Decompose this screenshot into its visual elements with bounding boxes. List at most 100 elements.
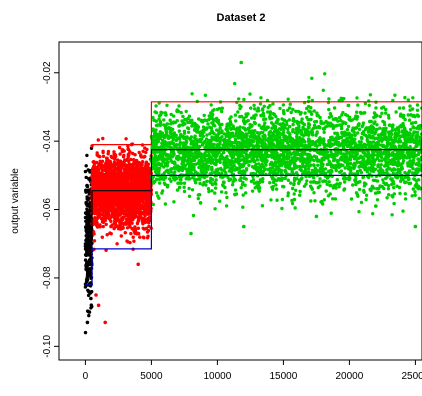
data-point xyxy=(108,193,112,197)
data-point xyxy=(107,160,111,165)
data-point xyxy=(105,156,109,161)
data-point xyxy=(178,141,182,146)
data-point xyxy=(106,173,110,177)
data-point xyxy=(145,208,150,212)
data-point xyxy=(261,169,265,174)
data-point xyxy=(266,125,270,130)
data-point xyxy=(124,178,128,182)
data-point xyxy=(182,185,186,189)
data-point xyxy=(249,116,254,120)
data-point xyxy=(135,169,139,173)
data-point xyxy=(93,216,97,220)
data-point xyxy=(119,165,124,170)
data-point xyxy=(85,183,89,188)
data-point xyxy=(351,183,355,187)
data-point xyxy=(296,137,301,141)
data-point xyxy=(344,160,348,164)
data-point xyxy=(91,167,95,171)
data-point xyxy=(115,213,120,217)
data-point xyxy=(255,184,259,188)
data-point xyxy=(126,147,131,152)
data-point xyxy=(171,137,176,142)
data-point xyxy=(111,176,116,181)
data-point xyxy=(276,155,280,159)
data-point xyxy=(96,138,101,142)
data-point xyxy=(115,242,119,246)
data-point xyxy=(141,149,145,153)
data-point xyxy=(160,189,165,193)
data-point xyxy=(92,190,96,195)
data-point xyxy=(411,187,415,191)
data-point xyxy=(331,126,335,131)
data-point xyxy=(182,181,187,185)
data-point xyxy=(217,106,222,111)
data-point xyxy=(98,155,102,159)
data-point xyxy=(147,224,151,229)
data-point xyxy=(97,162,101,166)
data-point xyxy=(193,134,197,138)
data-point xyxy=(406,113,410,117)
data-point xyxy=(403,192,407,196)
data-point xyxy=(409,127,413,132)
data-point xyxy=(259,167,263,171)
data-point xyxy=(313,143,318,147)
data-point xyxy=(101,204,105,208)
data-point xyxy=(172,177,176,181)
data-point xyxy=(386,187,391,191)
data-point xyxy=(292,119,296,124)
data-point xyxy=(124,222,128,226)
data-point xyxy=(374,136,378,140)
data-point xyxy=(143,207,147,211)
data-point xyxy=(128,197,132,201)
data-point xyxy=(275,119,279,123)
data-point xyxy=(284,146,289,150)
data-point xyxy=(286,108,290,113)
data-point xyxy=(136,262,140,267)
data-point xyxy=(403,95,407,100)
data-point xyxy=(329,211,333,215)
data-point xyxy=(101,154,106,158)
data-point xyxy=(101,224,105,229)
data-point xyxy=(327,97,331,101)
data-point xyxy=(303,111,307,115)
data-point xyxy=(253,152,258,156)
data-point xyxy=(415,108,420,113)
data-point xyxy=(121,204,126,208)
data-point xyxy=(166,134,171,139)
data-point xyxy=(357,164,362,168)
data-point xyxy=(336,163,340,167)
data-point xyxy=(115,182,119,187)
data-point xyxy=(392,140,396,144)
data-point xyxy=(407,118,412,122)
data-point xyxy=(286,178,290,182)
data-point xyxy=(114,216,119,220)
data-point xyxy=(116,168,120,172)
data-point xyxy=(108,217,112,221)
data-point xyxy=(312,109,316,113)
data-point xyxy=(390,132,394,136)
data-point xyxy=(175,188,180,192)
data-point xyxy=(138,205,142,209)
data-point xyxy=(252,158,256,162)
data-point xyxy=(111,213,115,217)
data-point xyxy=(390,213,394,217)
data-point xyxy=(162,118,166,122)
data-point xyxy=(334,136,338,140)
data-point xyxy=(139,153,143,157)
data-point xyxy=(358,180,362,184)
data-point xyxy=(343,180,347,184)
data-point xyxy=(357,127,362,131)
data-point xyxy=(144,150,148,155)
data-point xyxy=(95,207,100,212)
data-point xyxy=(339,169,344,173)
data-point xyxy=(125,239,129,243)
data-point xyxy=(84,200,88,205)
data-point xyxy=(238,166,242,170)
data-point xyxy=(114,154,118,159)
data-point xyxy=(133,227,138,231)
data-point xyxy=(109,224,113,229)
data-point xyxy=(151,115,155,120)
data-point xyxy=(373,158,377,162)
data-point xyxy=(371,125,375,129)
data-point xyxy=(244,191,248,195)
